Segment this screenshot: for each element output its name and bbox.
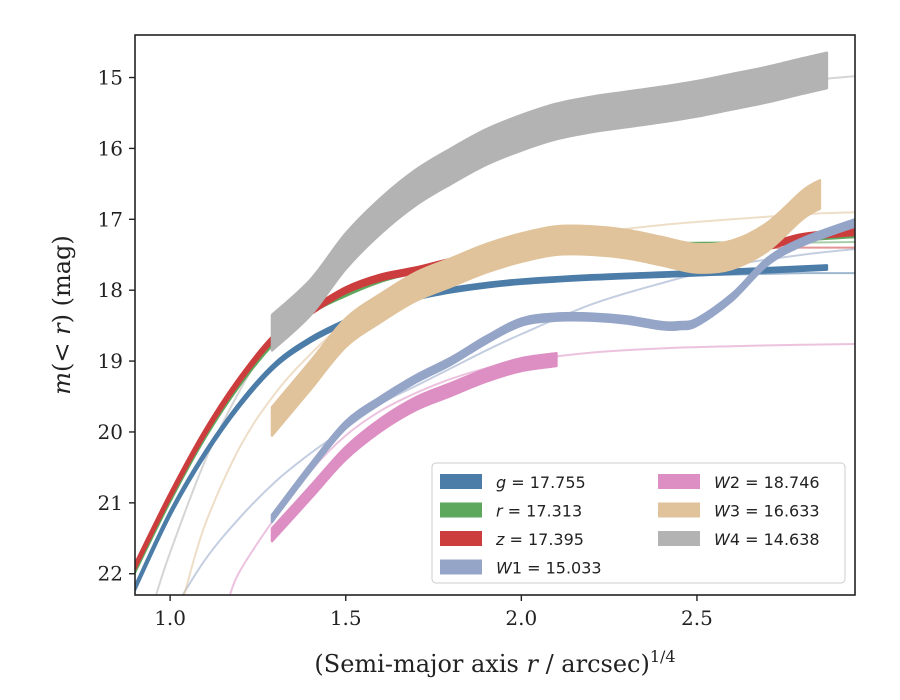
y-tick-label-17: 17 [98,207,123,231]
x-tick-label-2-5: 2.5 [681,606,713,630]
legend-entry-w1: W1 = 15.033 [496,559,602,578]
legend-swatch-w1 [440,559,482,575]
band-w2 [270,352,558,543]
x-axis-ticks: 1.0 1.5 2.0 2.5 [154,595,713,630]
x-tick-label-1-5: 1.5 [330,606,362,630]
legend-swatch-z [440,531,482,546]
band-w4 [270,51,829,352]
y-tick-label-22: 22 [98,562,123,586]
legend-entry-w3: W3 = 16.633 [714,502,820,521]
band-w1 [270,218,855,524]
legend-swatch-w2 [658,474,700,489]
y-tick-label-20: 20 [98,420,123,444]
legend-entry-z: z = 17.395 [495,530,584,549]
plot-frame [134,34,856,596]
legend-swatch-w3 [658,502,700,518]
x-axis-label: (Semi-major axis r / arcsec)1/4 [314,647,675,678]
band-g [135,264,829,592]
legend-entry-w2: W2 = 18.746 [714,473,820,492]
y-tick-label-15: 15 [98,66,123,90]
legend-entry-g: g = 17.755 [496,473,586,492]
legend-entry-w4: W4 = 14.638 [714,530,820,549]
x-tick-label-1-0: 1.0 [154,606,186,630]
y-tick-label-16: 16 [98,136,123,160]
legend-swatch-w4 [658,531,700,546]
legend-swatch-r [440,502,482,518]
legend-frame [431,462,846,584]
x-tick-label-2-0: 2.0 [505,606,537,630]
legend-entry-r: r = 17.313 [496,502,582,521]
band-z [135,227,855,571]
legend: g = 17.755 r = 17.313 z = 17.395 W1 = 15.03… [431,462,846,584]
y-tick-label-18: 18 [98,278,123,302]
y-axis-label: m(< r) (mag) [48,235,76,395]
band-w3 [270,179,822,437]
y-tick-label-19: 19 [98,349,123,373]
y-axis-ticks: 15 16 17 18 19 20 21 22 [98,66,135,586]
measured-bands [135,51,855,592]
y-tick-label-21: 21 [98,491,123,515]
legend-swatch-g [440,474,482,489]
